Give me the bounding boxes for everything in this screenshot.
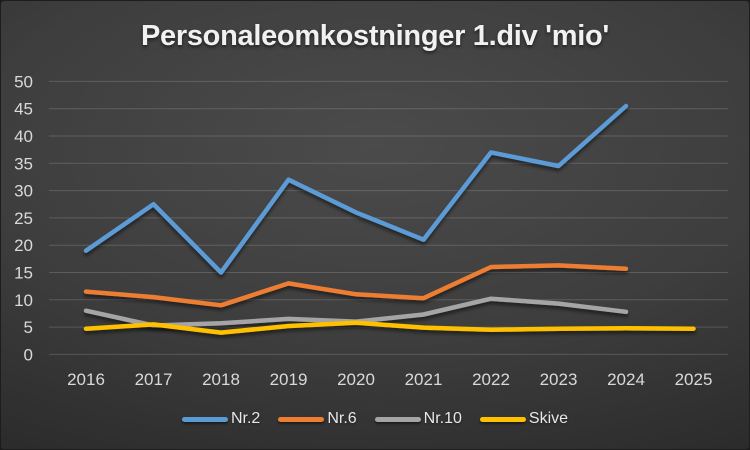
legend-label: Nr.2 xyxy=(230,410,261,427)
legend-line-marker xyxy=(374,416,421,422)
y-axis-label: 30 xyxy=(14,182,33,201)
y-axis-label: 45 xyxy=(14,100,33,119)
chart-legend: Nr.2 Nr.6 Nr.10 Skive xyxy=(1,407,749,431)
legend-item-nr2: Nr.2 xyxy=(181,407,261,431)
x-axis-label: 2020 xyxy=(337,370,375,389)
legend-label: Nr.10 xyxy=(423,410,462,427)
x-axis-label: 2025 xyxy=(675,370,713,389)
legend-item-skive: Skive xyxy=(479,407,569,431)
x-axis-label: 2019 xyxy=(270,370,308,389)
y-axis-label: 35 xyxy=(14,154,33,173)
y-axis-label: 50 xyxy=(14,72,33,91)
series-line-nr6 xyxy=(83,263,629,308)
y-axis-label: 10 xyxy=(14,291,33,310)
legend-line-marker xyxy=(479,416,526,422)
chart-title: Personaleomkostninger 1.div 'mio' xyxy=(140,20,610,52)
x-axis-label: 2021 xyxy=(405,370,443,389)
x-axis-label: 2022 xyxy=(472,370,510,389)
legend-line-marker xyxy=(278,416,325,422)
y-axis-label: 15 xyxy=(14,264,33,283)
x-axis-label: 2024 xyxy=(607,370,645,389)
y-axis-label: 5 xyxy=(24,318,33,337)
legend-item-nr6: Nr.6 xyxy=(278,407,357,431)
series-line-skive xyxy=(83,320,696,335)
legend-label: Skive xyxy=(528,410,569,427)
x-axis-label: 2018 xyxy=(202,370,240,389)
legend-label: Nr.6 xyxy=(327,410,357,427)
y-axis-label: 25 xyxy=(14,209,33,228)
y-axis-label: 40 xyxy=(14,127,33,146)
series-line-nr2 xyxy=(83,103,629,275)
x-axis-label: 2016 xyxy=(67,370,105,389)
legend-item-nr10: Nr.10 xyxy=(374,407,462,431)
y-axis-label: 0 xyxy=(24,345,33,364)
x-axis-label: 2023 xyxy=(540,370,578,389)
y-axis-label: 20 xyxy=(14,236,33,255)
legend-line-marker xyxy=(181,416,228,422)
x-axis-label: 2017 xyxy=(135,370,173,389)
